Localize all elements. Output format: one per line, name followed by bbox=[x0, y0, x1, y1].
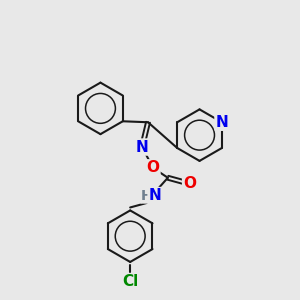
Text: H: H bbox=[141, 189, 153, 202]
Text: O: O bbox=[146, 160, 160, 175]
Text: N: N bbox=[148, 188, 161, 203]
Text: Cl: Cl bbox=[122, 274, 138, 289]
Text: O: O bbox=[183, 176, 196, 191]
Text: N: N bbox=[136, 140, 148, 154]
Text: N: N bbox=[215, 115, 228, 130]
